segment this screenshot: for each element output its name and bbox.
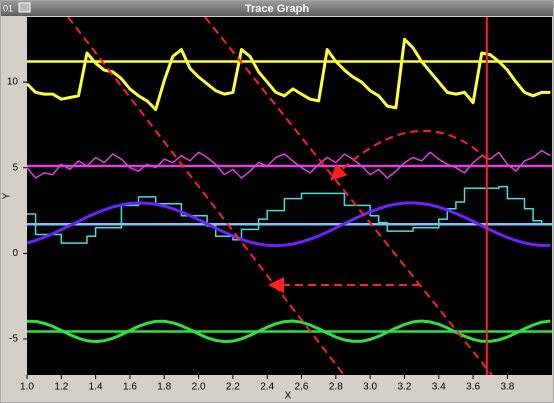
x-tick-label: 1.2: [54, 382, 68, 393]
x-tick-label: 2.6: [295, 382, 309, 393]
x-tick-label: 3.0: [363, 382, 377, 393]
window-id: 01: [3, 3, 13, 13]
window-title: Trace Graph: [245, 3, 309, 15]
x-tick-label: 2.2: [226, 382, 240, 393]
dashed-diagonal: [204, 17, 493, 375]
x-tick-label: 3.2: [397, 382, 411, 393]
y-tick-label: 0: [12, 248, 18, 259]
x-tick-label: 1.4: [89, 382, 103, 393]
window-icon[interactable]: [18, 2, 31, 13]
x-axis-label: X: [285, 391, 292, 402]
dashed-diagonal: [67, 17, 345, 375]
x-tick-label: 1.0: [20, 382, 34, 393]
x-tick-label: 2.0: [192, 382, 206, 393]
trace: [27, 319, 551, 344]
x-tick-label: 1.6: [123, 382, 137, 393]
x-tick-label: 3.4: [432, 382, 446, 393]
title-bar: [1, 1, 553, 16]
annotations: [67, 17, 493, 375]
trace: [27, 37, 551, 111]
trace: [27, 201, 551, 248]
y-tick-label: 10: [7, 77, 19, 88]
y-tick-label: 5: [12, 162, 18, 173]
x-tick-label: 2.4: [260, 382, 274, 393]
x-tick-label: 3.8: [500, 382, 514, 393]
traces: [27, 17, 552, 375]
x-tick-label: 2.8: [329, 382, 343, 393]
trace: [27, 185, 551, 244]
x-tick-label: 1.8: [157, 382, 171, 393]
y-axis-label: Y: [2, 192, 13, 199]
y-tick-label: -5: [9, 334, 18, 345]
dashed-arc-arrow: [330, 129, 489, 181]
trace: [27, 149, 551, 179]
x-tick-label: 3.6: [466, 382, 480, 393]
